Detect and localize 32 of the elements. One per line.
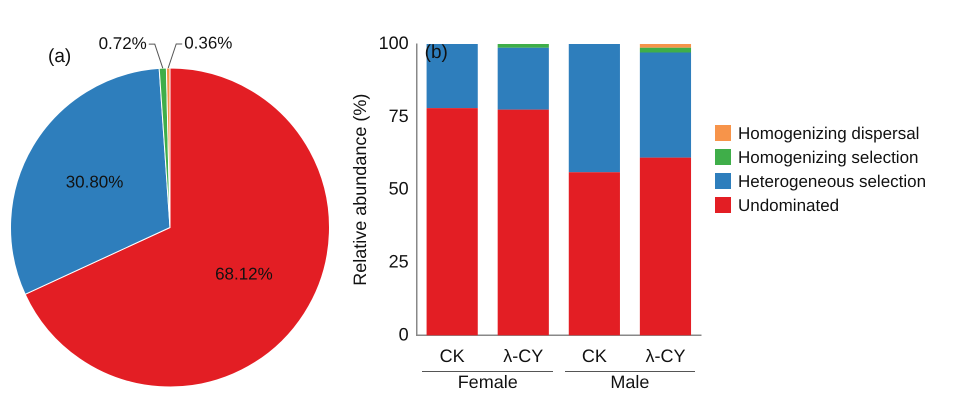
y-tick-label: 25: [388, 252, 409, 272]
x-tick-label: CK: [440, 346, 465, 366]
x-tick-label: λ-CY: [503, 346, 544, 366]
bar: [640, 44, 692, 48]
x-tick-label: λ-CY: [645, 346, 686, 366]
legend-label: Homogenizing selection: [738, 148, 918, 167]
bar: [498, 110, 549, 336]
bar: [568, 44, 620, 172]
y-tick-label: 0: [398, 324, 409, 344]
bar: [640, 48, 692, 52]
y-axis-title: Relative abundance (%): [350, 94, 370, 286]
y-tick-label: 75: [388, 106, 409, 126]
data-label: 0.36%: [184, 34, 232, 53]
legend-label: Homogenizing dispersal: [738, 124, 920, 143]
y-tick-label: 50: [388, 178, 409, 199]
legend-label: Undominated: [738, 196, 840, 215]
text: Male: [609, 372, 650, 394]
text: Female: [456, 372, 519, 394]
bar: [640, 52, 692, 158]
data-label: 68.12%: [215, 264, 273, 284]
bar: [568, 172, 620, 336]
bar: [426, 44, 478, 108]
legend-label: Heterogeneous selection: [738, 172, 926, 191]
bar: [640, 158, 692, 336]
bar: [426, 108, 478, 336]
data-label: 30.80%: [66, 172, 124, 192]
x-tick-label: CK: [582, 346, 607, 366]
bar: [498, 48, 549, 110]
y-tick-label: 100: [378, 32, 409, 53]
text: (a): [48, 46, 72, 68]
data-label: 0.72%: [98, 34, 147, 53]
bar: [498, 44, 549, 48]
